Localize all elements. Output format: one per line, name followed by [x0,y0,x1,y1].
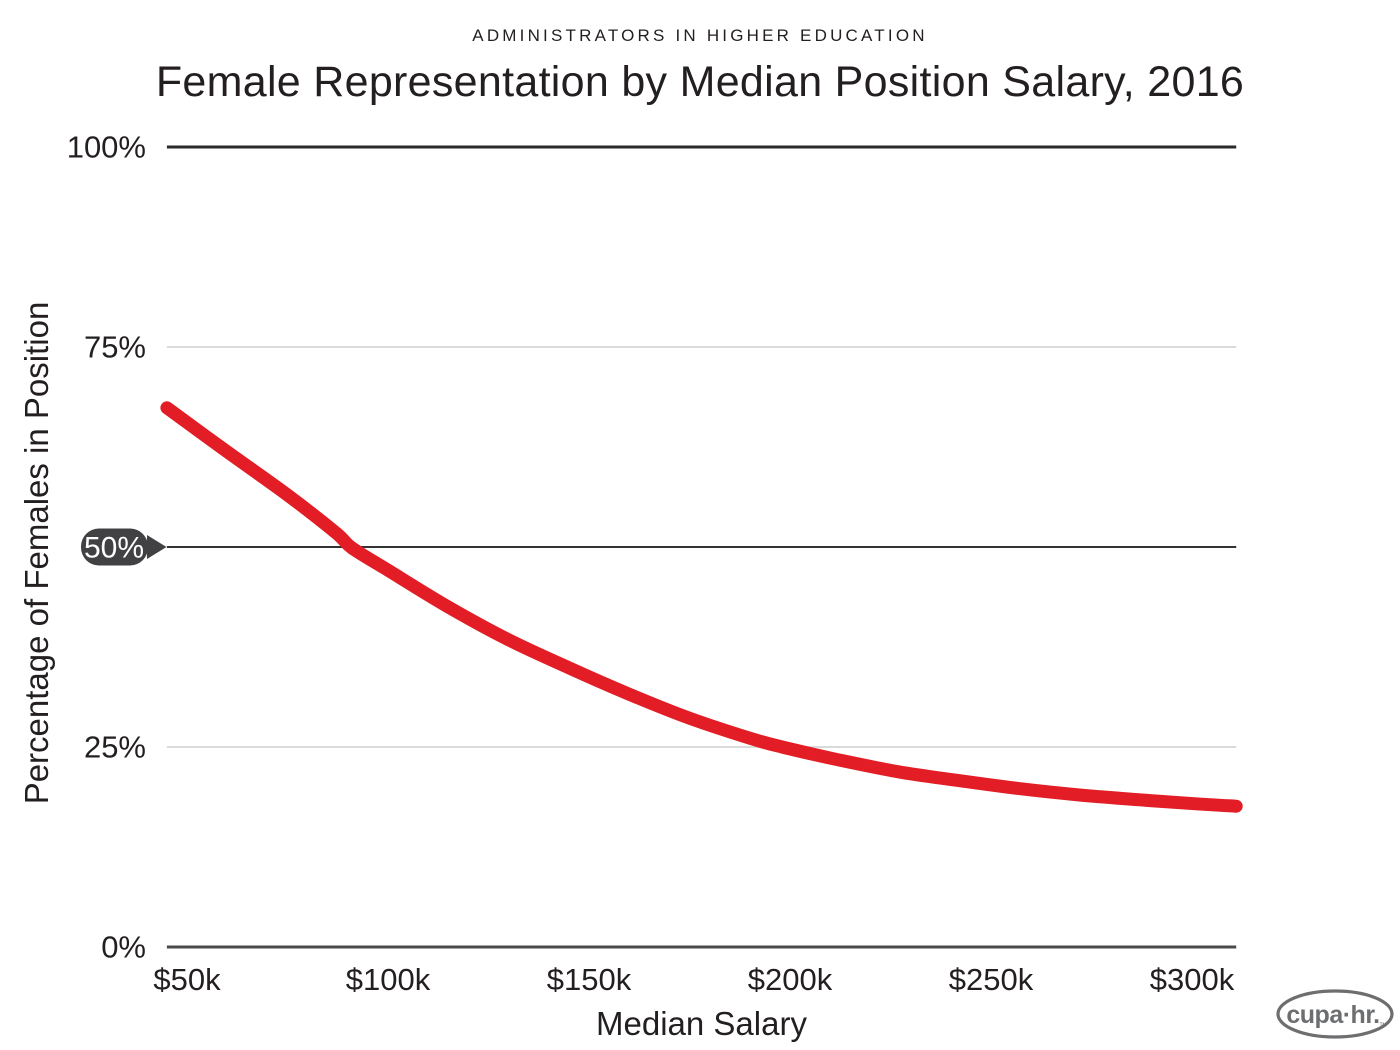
y-tick-label-100: 100% [67,130,146,165]
y-tick-label-25: 25% [84,730,146,765]
logo-ellipse [1276,989,1394,1039]
fifty-percent-badge [81,528,148,566]
chart-title: Female Representation by Median Position… [155,58,1245,106]
x-axis-title: Median Salary [596,1005,807,1042]
x-tick-label-300: $300k [1150,962,1235,997]
x-tick-label-50: $50k [153,962,221,997]
fifty-percent-badge-tip [147,535,167,559]
fifty-percent-badge-label: 50% [84,532,144,565]
x-tick-label-200: $200k [748,962,833,997]
chart-kicker: ADMINISTRATORS IN HIGHER EDUCATION [472,26,928,45]
cupa-hr-logo: cupa·hr. ™ [1275,988,1399,1049]
y-tick-label-75: 75% [84,330,146,365]
x-tick-label-250: $250k [949,962,1034,997]
logo-trademark: ™ [1379,1021,1387,1030]
x-tick-label-150: $150k [547,962,632,997]
logo-text: cupa·hr. [1286,1001,1379,1029]
salary-curve [160,401,1243,813]
x-tick-label-100: $100k [346,962,431,997]
y-tick-label-0: 0% [101,930,146,965]
